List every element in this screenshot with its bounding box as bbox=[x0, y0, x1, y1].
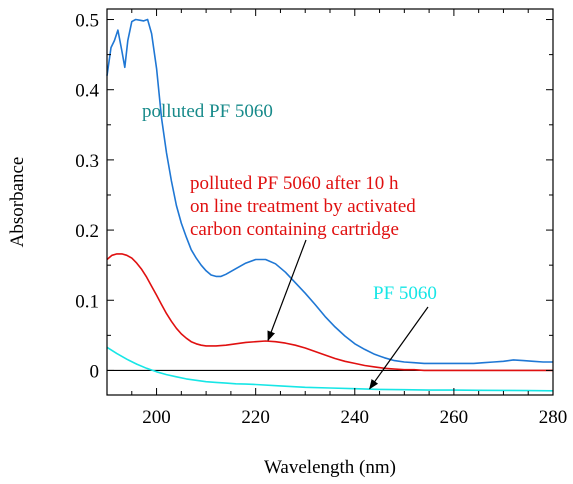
y-tick-label: 0.3 bbox=[75, 151, 99, 172]
x-tick-label: 200 bbox=[142, 407, 171, 428]
annotation-treated-line2: on line treatment by activated bbox=[190, 196, 416, 217]
y-tick-label: 0.2 bbox=[75, 221, 99, 242]
x-tick-label: 260 bbox=[440, 407, 469, 428]
arrow-pf5060 bbox=[369, 306, 429, 390]
annotation-polluted: polluted PF 5060 bbox=[142, 101, 273, 122]
series-line-0 bbox=[106, 18, 553, 365]
series-line-2 bbox=[106, 346, 554, 392]
y-axis-title: Absorbance bbox=[7, 157, 28, 248]
x-tick-label: 220 bbox=[241, 407, 270, 428]
y-tick-label: 0.5 bbox=[75, 11, 99, 32]
x-tick-label: 280 bbox=[539, 407, 568, 428]
plot-area bbox=[106, 18, 554, 392]
series-line-1 bbox=[106, 253, 553, 372]
axis-tick-labels: 200 220 240 260 280 0 0.1 0.2 0.3 0.4 0.5 bbox=[75, 11, 567, 428]
arrow-treated bbox=[267, 239, 307, 342]
y-tick-label: 0.1 bbox=[75, 291, 99, 312]
annotation-treated-line1: polluted PF 5060 after 10 h bbox=[190, 173, 399, 194]
y-tick-label: 0.4 bbox=[75, 81, 99, 102]
x-tick-label: 240 bbox=[341, 407, 370, 428]
x-axis-title: Wavelength (nm) bbox=[264, 457, 396, 478]
annotation-pf5060: PF 5060 bbox=[373, 283, 437, 304]
y-tick-label: 0 bbox=[90, 361, 100, 382]
axis-ticks bbox=[106, 9, 554, 395]
annotation-treated-line3: carbon containing cartridge bbox=[190, 219, 399, 240]
